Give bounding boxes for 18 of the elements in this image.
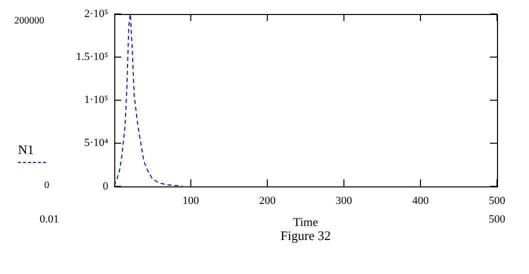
x-tick-label: 200 xyxy=(259,194,276,207)
y-tick-label: 5·10⁴ xyxy=(84,137,108,150)
y-tick-label: 1·10⁵ xyxy=(84,94,108,106)
y-tick-label: 1.5·10⁵ xyxy=(76,50,108,63)
y-tick-label: 2·10⁵ xyxy=(84,8,108,20)
text: 0 xyxy=(44,180,50,192)
x-tick-label: 500 xyxy=(488,194,506,207)
x-tick-label: 400 xyxy=(412,194,430,207)
x-axis-title: Time xyxy=(293,214,318,229)
y-tick-label: 0 xyxy=(102,180,109,192)
text: N1 xyxy=(18,142,34,158)
text: 200000 xyxy=(14,16,44,27)
text: 0.01 xyxy=(40,213,59,226)
caption: Figure 32 xyxy=(280,228,331,243)
x-tick-label: 100 xyxy=(182,194,200,207)
x-tick-label: 300 xyxy=(336,194,353,207)
line-series xyxy=(114,14,183,186)
text: 500 xyxy=(488,213,506,226)
